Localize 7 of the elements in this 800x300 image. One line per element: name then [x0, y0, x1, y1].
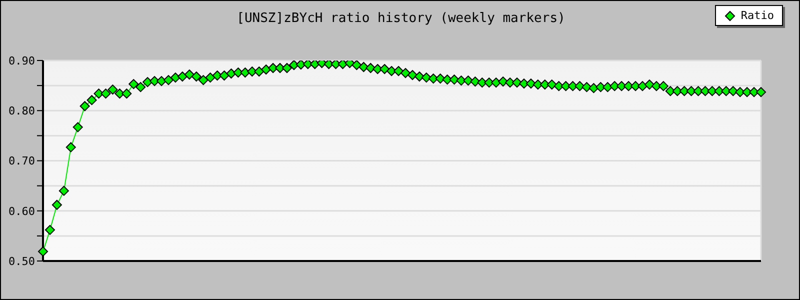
y-tick-label: 0.80: [8, 104, 35, 118]
y-tick-label: 0.50: [8, 254, 35, 268]
chart-title: [UNSZ]zBYcH ratio history (weekly markers): [236, 11, 566, 26]
legend-label: Ratio: [740, 9, 774, 22]
y-tick-label: 0.70: [8, 154, 35, 168]
y-tick-label: 0.90: [8, 54, 35, 68]
y-tick-label: 0.60: [8, 204, 35, 218]
